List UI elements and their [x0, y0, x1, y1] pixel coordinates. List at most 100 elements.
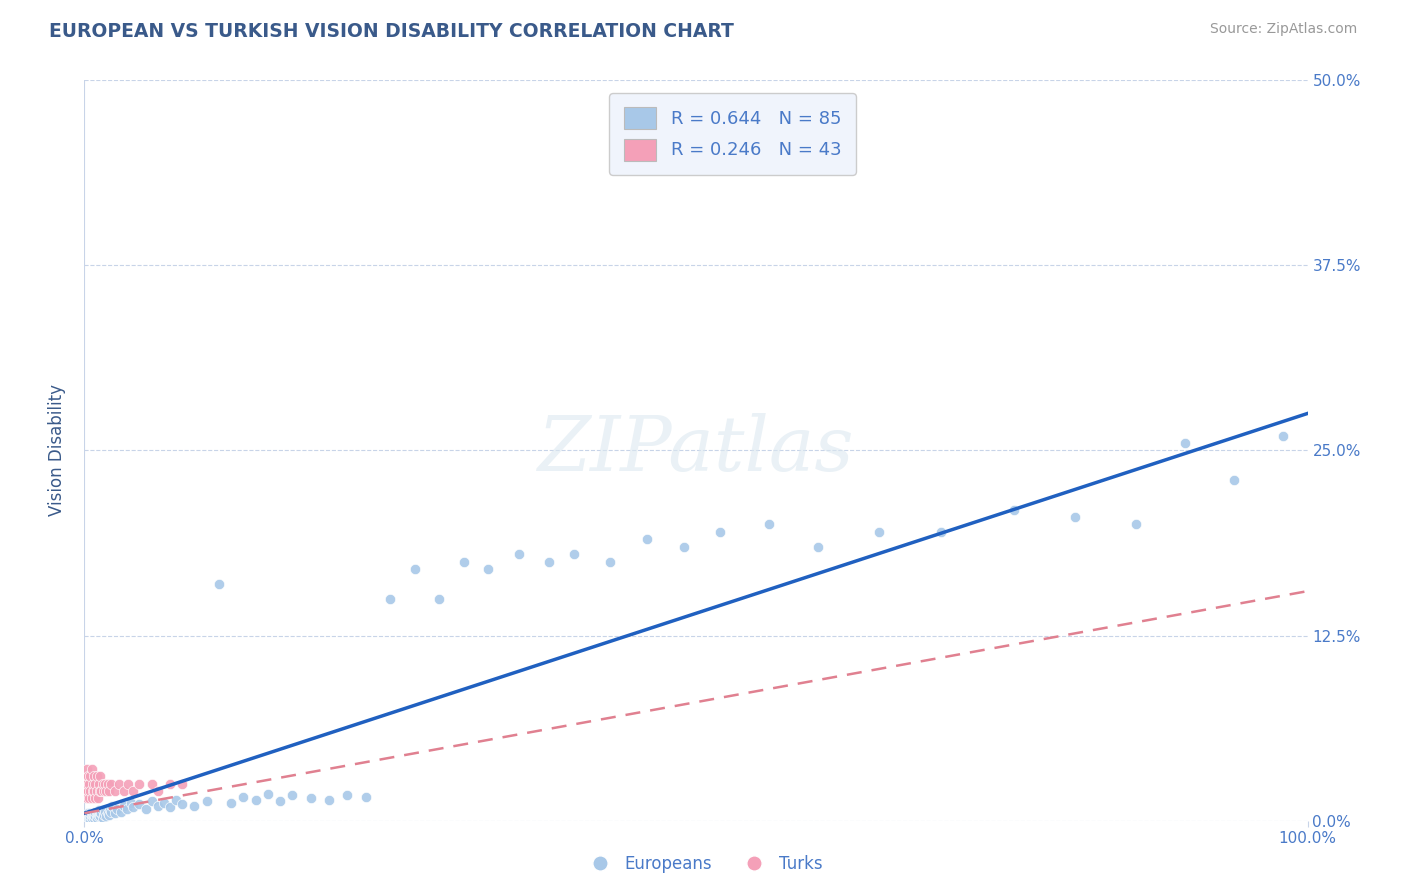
Point [112, 784, 135, 798]
Point [97, 807, 120, 822]
Point [1272, 428, 1295, 442]
Point [538, 555, 561, 569]
Point [97, 806, 120, 821]
Point [86, 811, 108, 825]
Point [599, 555, 621, 569]
Point [195, 794, 218, 808]
Point [82, 784, 104, 798]
Point [1125, 517, 1147, 532]
Point [87, 805, 110, 819]
Point [232, 789, 254, 804]
Point [120, 796, 142, 810]
Point [105, 802, 128, 816]
Point [76, 809, 98, 823]
Point [97, 784, 120, 798]
Point [380, 591, 402, 606]
Point [146, 784, 169, 798]
Point [508, 547, 530, 561]
Point [141, 794, 163, 808]
Text: ZIPatlas: ZIPatlas [537, 414, 855, 487]
Point [76, 776, 98, 791]
Point [336, 789, 359, 803]
Point [77, 807, 100, 822]
Point [82, 776, 104, 791]
Point [77, 776, 100, 791]
Point [84, 805, 107, 819]
Point [87, 803, 110, 817]
Point [869, 524, 891, 539]
Point [79, 769, 101, 783]
Legend: R = 0.644   N = 85, R = 0.246   N = 43: R = 0.644 N = 85, R = 0.246 N = 43 [609, 93, 856, 175]
Point [90, 784, 112, 798]
Text: Source: ZipAtlas.com: Source: ZipAtlas.com [1209, 22, 1357, 37]
Point [562, 547, 585, 561]
Point [79, 812, 101, 826]
Point [91, 811, 114, 825]
Point [807, 540, 830, 554]
Point [89, 809, 111, 823]
Point [87, 776, 110, 791]
Point [453, 555, 475, 569]
Point [1174, 436, 1197, 450]
Point [83, 811, 105, 825]
Point [709, 524, 731, 539]
Point [79, 806, 101, 821]
Point [75, 769, 97, 783]
Point [84, 809, 107, 823]
Point [269, 794, 291, 808]
Point [636, 533, 658, 547]
Point [172, 797, 194, 812]
Point [172, 776, 194, 791]
Point [89, 769, 111, 783]
Legend: Europeans, Turks: Europeans, Turks [576, 848, 830, 880]
Point [77, 811, 100, 825]
Point [1064, 510, 1087, 524]
Point [77, 811, 100, 825]
Point [245, 793, 267, 807]
Point [94, 776, 117, 791]
Point [77, 784, 100, 798]
Point [80, 791, 103, 805]
Point [1002, 502, 1025, 516]
Point [354, 789, 377, 804]
Point [86, 769, 108, 783]
Point [128, 797, 150, 812]
Point [929, 524, 952, 539]
Point [77, 791, 100, 805]
Y-axis label: Vision Disability: Vision Disability [48, 384, 66, 516]
Point [89, 784, 111, 798]
Point [427, 591, 450, 606]
Point [87, 809, 110, 823]
Point [146, 798, 169, 813]
Point [86, 806, 108, 821]
Point [82, 806, 104, 821]
Point [91, 803, 114, 817]
Point [165, 793, 187, 807]
Point [94, 805, 117, 819]
Point [86, 784, 108, 798]
Point [93, 807, 115, 822]
Point [141, 776, 163, 791]
Point [758, 517, 780, 532]
Point [97, 776, 120, 791]
Point [299, 791, 322, 805]
Point [281, 789, 304, 803]
Point [117, 776, 139, 791]
Point [76, 791, 98, 805]
Text: EUROPEAN VS TURKISH VISION DISABILITY CORRELATION CHART: EUROPEAN VS TURKISH VISION DISABILITY CO… [49, 22, 734, 41]
Point [80, 762, 103, 776]
Point [91, 776, 114, 791]
Point [98, 803, 121, 817]
Point [112, 798, 135, 813]
Point [93, 784, 115, 798]
Point [672, 540, 695, 554]
Point [79, 784, 101, 798]
Point [104, 806, 127, 821]
Point [104, 784, 127, 798]
Point [83, 807, 105, 822]
Point [83, 769, 105, 783]
Point [87, 807, 110, 822]
Point [83, 784, 105, 798]
Point [153, 796, 176, 810]
Point [1223, 473, 1246, 487]
